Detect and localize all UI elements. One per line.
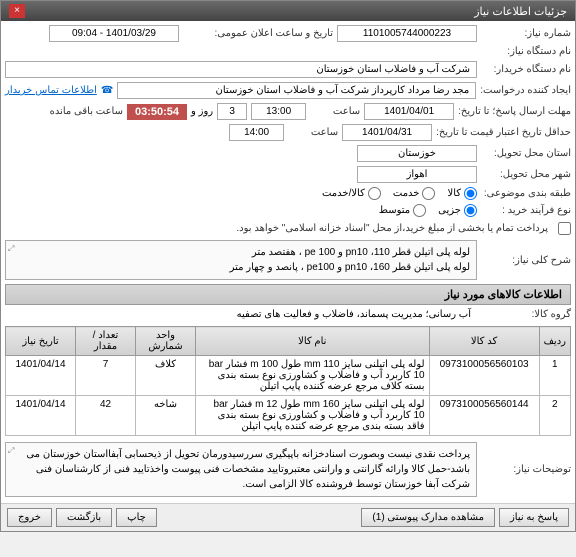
radio-goods-input[interactable]: [464, 187, 477, 200]
col-qty: تعداد / مقدار: [76, 327, 136, 356]
announce-label: تاریخ و ساعت اعلان عمومی:: [183, 28, 333, 39]
remarks-box: ⤢ پرداخت نقدی نیست وبصورت اسنادخزانه باپ…: [5, 442, 477, 497]
items-header: اطلاعات کالاهای مورد نیاز: [5, 284, 571, 305]
process-label: نوع فرآیند خرید :: [481, 205, 571, 216]
back-button[interactable]: بازگشت: [56, 508, 112, 527]
cell-code: 0973100056560144: [429, 396, 539, 436]
table-row[interactable]: 20973100056560144لوله پلی اتیلنی سایز 16…: [6, 396, 571, 436]
treasury-note: پرداخت تمام یا بخشی از مبلغ خرید،از محل …: [230, 221, 554, 236]
items-table: ردیف کد کالا نام کالا واحد شمارش تعداد /…: [5, 326, 571, 436]
city-value: اهواز: [357, 166, 477, 183]
print-button[interactable]: چاپ: [116, 508, 157, 527]
table-row[interactable]: 10973100056560103لوله پلی اتیلنی سایز 11…: [6, 356, 571, 396]
col-unit: واحد شمارش: [136, 327, 196, 356]
category-radios: کالا خدمت کالا/خدمت: [322, 187, 477, 200]
summary-line2: لوله پلی اتیلن قطر 160، pn10 و pe100 ، پ…: [12, 260, 470, 275]
cell-idx: 2: [539, 396, 570, 436]
process-radios: جزیی متوسط: [379, 204, 477, 217]
buyer-value: شرکت آب و فاضلاب استان خوزستان: [5, 61, 477, 78]
cell-qty: 42: [76, 396, 136, 436]
resize-icon[interactable]: ⤢: [8, 243, 14, 255]
time-label-1: ساعت: [310, 106, 360, 117]
cell-name: لوله پلی اتیلنی سایز 110 mm طول m 100 فش…: [196, 356, 430, 396]
attachments-button[interactable]: مشاهده مدارک پیوستی (1): [361, 508, 495, 527]
titlebar: جزئیات اطلاعات نیاز ×: [1, 1, 575, 21]
radio-goods[interactable]: کالا: [447, 187, 477, 200]
cell-unit: شاخه: [136, 396, 196, 436]
summary-label: شرح کلی نیاز:: [481, 255, 571, 266]
days-value: 3: [217, 103, 247, 120]
treasury-checkbox[interactable]: [558, 222, 571, 235]
deadline-time: 13:00: [251, 103, 306, 120]
contact-link[interactable]: اطلاعات تماس خریدار: [5, 85, 97, 96]
radio-both-input[interactable]: [368, 187, 381, 200]
validity-time: 14:00: [229, 124, 284, 141]
summary-box: ⤢ لوله پلی اتیلن قطر 110، pn10 و pe 100 …: [5, 240, 477, 280]
radio-medium[interactable]: متوسط: [379, 204, 426, 217]
col-code: کد کالا: [429, 327, 539, 356]
col-date: تاریخ نیاز: [6, 327, 76, 356]
cell-name: لوله پلی اتیلنی سایز 160 mm طول m 12 فشا…: [196, 396, 430, 436]
cell-date: 1401/04/14: [6, 396, 76, 436]
col-name: نام کالا: [196, 327, 430, 356]
validity-date: 1401/04/31: [342, 124, 432, 141]
city-label: شهر محل تحویل:: [481, 169, 571, 180]
resize-icon-2[interactable]: ⤢: [8, 445, 14, 457]
exit-button[interactable]: خروج: [7, 508, 52, 527]
need-no-value: 1101005744000223: [337, 25, 477, 42]
radio-small-input[interactable]: [464, 204, 477, 217]
summary-line1: لوله پلی اتیلن قطر 110، pn10 و pe 100 ، …: [12, 245, 470, 260]
announce-value: 1401/03/29 - 09:04: [49, 25, 179, 42]
radio-both[interactable]: کالا/خدمت: [322, 187, 381, 200]
radio-small[interactable]: جزیی: [438, 204, 477, 217]
remarks-label: توضیحات نیاز:: [481, 464, 571, 475]
window-title: جزئیات اطلاعات نیاز: [474, 5, 567, 18]
remain-label: ساعت باقی مانده: [50, 106, 123, 117]
radio-service[interactable]: خدمت: [393, 187, 436, 200]
days-label: روز و: [191, 106, 213, 117]
phone-icon: ☎: [101, 85, 113, 96]
validity-label: حداقل تاریخ اعتبار قیمت تا تاریخ:: [436, 127, 571, 138]
need-no-label: شماره نیاز:: [481, 28, 571, 39]
reply-button[interactable]: پاسخ به نیاز: [499, 508, 569, 527]
province-value: خوزستان: [357, 145, 477, 162]
cell-qty: 7: [76, 356, 136, 396]
remarks-text: پرداخت نقدی نیست وبصورت اسنادخزانه باپیگ…: [26, 449, 470, 490]
deadline-label: مهلت ارسال پاسخ؛ تا تاریخ:: [458, 106, 571, 117]
buyer-label: نام دستگاه خریدار:: [481, 64, 571, 75]
time-label-2: ساعت: [288, 127, 338, 138]
category-label: طبقه بندی موضوعی:: [481, 188, 571, 199]
cell-unit: کلاف: [136, 356, 196, 396]
radio-service-input[interactable]: [422, 187, 435, 200]
footer: پاسخ به نیاز مشاهده مدارک پیوستی (1) چاپ…: [1, 503, 575, 531]
countdown-timer: 03:50:54: [127, 104, 187, 120]
creator-value: مجد رضا مرداد کارپرداز شرکت آب و فاضلاب …: [117, 82, 476, 99]
close-icon[interactable]: ×: [9, 4, 25, 18]
radio-medium-input[interactable]: [413, 204, 426, 217]
table-header-row: ردیف کد کالا نام کالا واحد شمارش تعداد /…: [6, 327, 571, 356]
cell-code: 0973100056560103: [429, 356, 539, 396]
group-value: آب رسانی؛ مدیریت پسماند، فاضلاب و فعالیت…: [231, 307, 477, 322]
cell-idx: 1: [539, 356, 570, 396]
province-label: استان محل تحویل:: [481, 148, 571, 159]
group-label: گروه کالا:: [481, 309, 571, 320]
cell-date: 1401/04/14: [6, 356, 76, 396]
creator-label: ایجاد کننده درخواست:: [480, 85, 571, 96]
col-row: ردیف: [539, 327, 570, 356]
deadline-date: 1401/04/01: [364, 103, 454, 120]
device-label: نام دستگاه نیاز:: [481, 46, 571, 57]
